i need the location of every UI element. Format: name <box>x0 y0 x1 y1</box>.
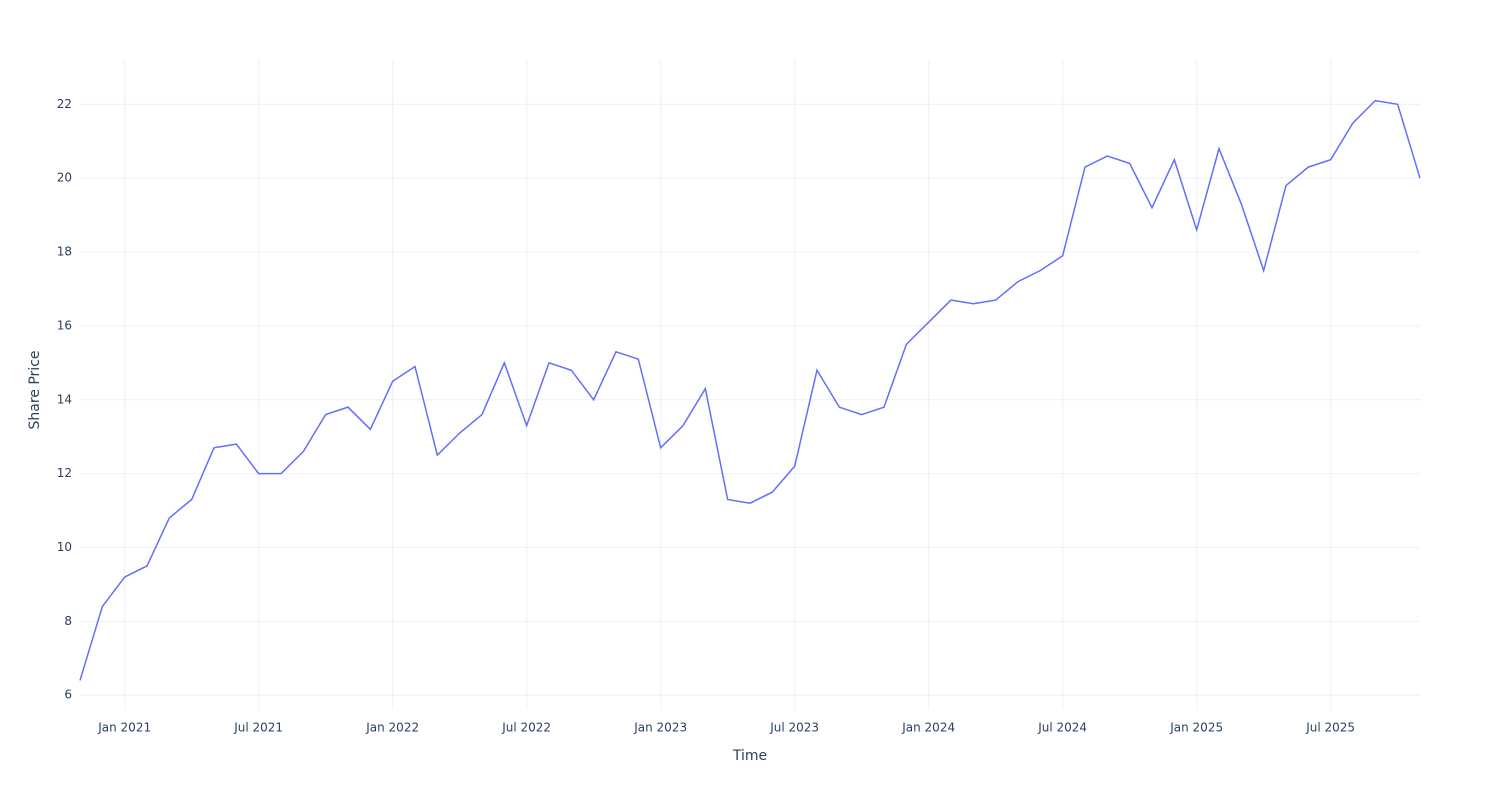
y-tick-label: 18 <box>57 245 72 259</box>
y-tick-label: 6 <box>64 688 72 702</box>
y-tick-label: 16 <box>57 318 72 332</box>
x-tick-label: Jul 2022 <box>501 721 551 735</box>
y-tick-label: 10 <box>57 540 72 554</box>
x-tick-label: Jul 2024 <box>1037 721 1087 735</box>
y-tick-label: 12 <box>57 466 72 480</box>
y-axis-title: Share Price <box>27 350 43 429</box>
x-tick-label: Jan 2022 <box>365 721 419 735</box>
x-tick-label: Jan 2021 <box>97 721 151 735</box>
x-tick-label: Jan 2024 <box>901 721 955 735</box>
y-tick-label: 20 <box>57 171 72 185</box>
x-tick-label: Jan 2025 <box>1169 721 1223 735</box>
x-tick-label: Jul 2021 <box>233 721 283 735</box>
x-tick-label: Jul 2023 <box>769 721 819 735</box>
x-axis-title: Time <box>732 748 767 764</box>
y-tick-label: 22 <box>57 97 72 111</box>
x-tick-label: Jul 2025 <box>1305 721 1355 735</box>
y-tick-label: 8 <box>64 614 72 628</box>
x-tick-label: Jan 2023 <box>633 721 687 735</box>
y-tick-label: 14 <box>57 392 72 406</box>
price-line <box>79 99 1421 681</box>
